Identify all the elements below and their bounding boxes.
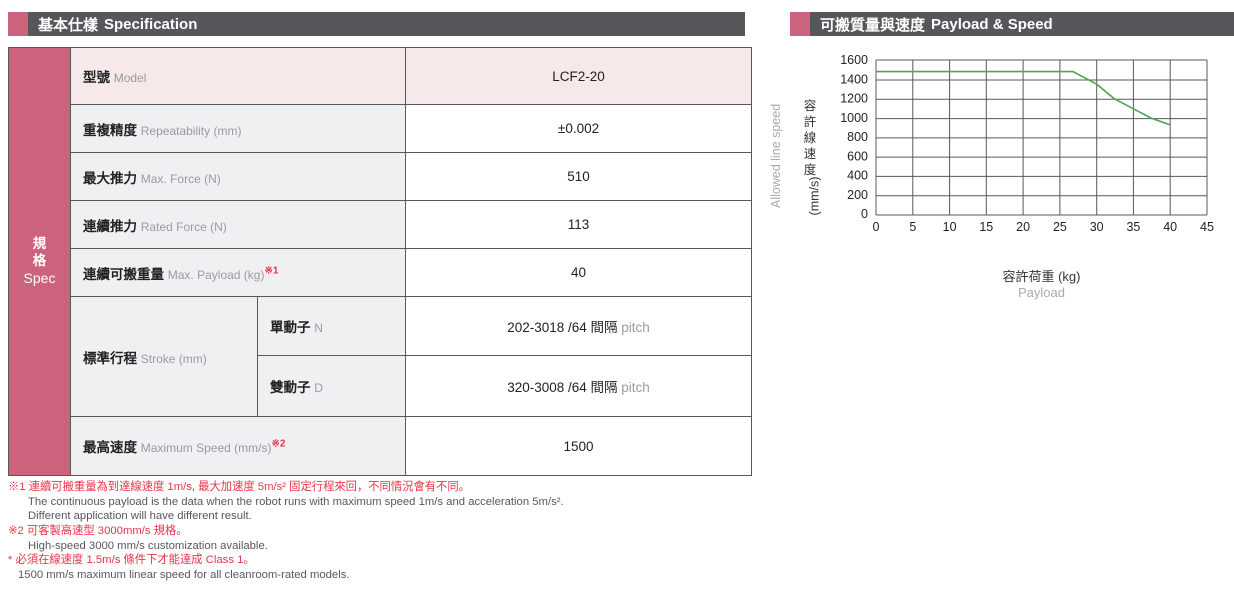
svg-text:30: 30 — [1090, 220, 1104, 234]
svg-text:45: 45 — [1200, 220, 1214, 234]
svg-text:20: 20 — [1016, 220, 1030, 234]
svg-text:400: 400 — [847, 169, 868, 183]
svg-text:40: 40 — [1163, 220, 1177, 234]
svg-text:600: 600 — [847, 149, 868, 163]
svg-text:25: 25 — [1053, 220, 1067, 234]
svg-text:35: 35 — [1126, 220, 1140, 234]
svg-text:10: 10 — [943, 220, 957, 234]
svg-text:0: 0 — [861, 207, 868, 221]
svg-text:0: 0 — [873, 220, 880, 234]
svg-text:1000: 1000 — [840, 111, 868, 125]
svg-text:200: 200 — [847, 188, 868, 202]
svg-text:1600: 1600 — [840, 53, 868, 67]
svg-text:800: 800 — [847, 130, 868, 144]
svg-text:15: 15 — [979, 220, 993, 234]
svg-text:5: 5 — [909, 220, 916, 234]
svg-text:1200: 1200 — [840, 92, 868, 106]
svg-text:1400: 1400 — [840, 73, 868, 87]
